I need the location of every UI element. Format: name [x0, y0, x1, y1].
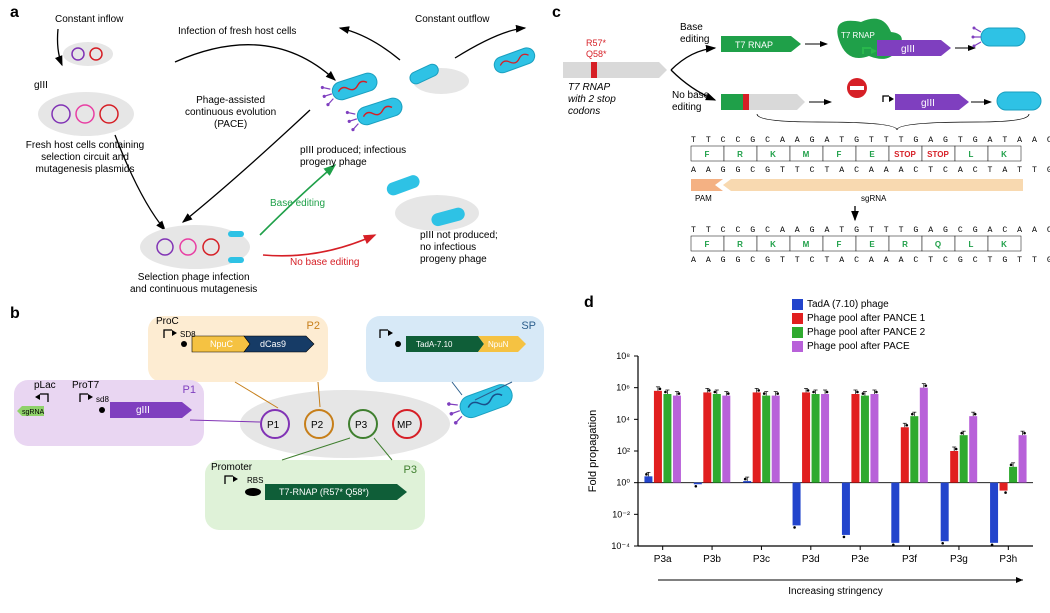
svg-text:K: K	[1001, 240, 1007, 249]
svg-text:Fold propagation: Fold propagation	[587, 410, 599, 493]
b-p2-proc: ProC	[156, 316, 179, 328]
svg-text:gIII: gIII	[136, 405, 150, 416]
b-p1-sd: sd8	[96, 395, 109, 405]
b-sp-svg: TadA-7.10 NpuN	[366, 316, 536, 372]
a-base-editing: Base editing	[270, 198, 325, 210]
c-stop-labels: R57* Q58*	[586, 38, 607, 60]
legend-row: Phage pool after PANCE 2	[792, 326, 925, 340]
a-no-base-editing: No base editing	[290, 257, 360, 269]
panel-label-b: b	[10, 305, 20, 323]
svg-text:P3b: P3b	[703, 554, 721, 565]
svg-text:P3a: P3a	[654, 554, 672, 565]
svg-text:F: F	[837, 240, 842, 249]
svg-text:10²: 10²	[617, 446, 630, 456]
svg-text:MP: MP	[397, 420, 412, 431]
svg-text:P3h: P3h	[999, 554, 1017, 565]
svg-text:Q: Q	[935, 240, 941, 249]
b-p1-plac: pLac	[34, 380, 56, 392]
svg-text:STOP: STOP	[894, 150, 916, 159]
svg-text:T7 RNAP: T7 RNAP	[735, 40, 773, 50]
svg-text:10⁶: 10⁶	[616, 383, 630, 393]
svg-text:M: M	[803, 240, 810, 249]
svg-text:NpuC: NpuC	[210, 339, 234, 349]
svg-text:P3e: P3e	[851, 554, 869, 565]
svg-text:10⁻²: 10⁻²	[612, 509, 630, 519]
svg-text:10⁻⁴: 10⁻⁴	[611, 541, 630, 551]
d-chart-svg: 10⁻⁴ 10⁻² 10⁰ 10² 10⁴ 10⁶ 10⁸ Fold propagation P…	[582, 340, 1050, 600]
b-p2-sd: SD8	[180, 330, 196, 340]
svg-text:STOP: STOP	[927, 150, 949, 159]
svg-text:Increasing stringency: Increasing stringency	[788, 586, 883, 597]
c-rnap-caption: T7 RNAP with 2 stop codons	[568, 82, 616, 118]
svg-text:P1: P1	[267, 420, 280, 431]
panel-c-svg: T7 RNAP T7 RNAP gIII gIII T T C	[555, 6, 1050, 296]
svg-text:10⁸: 10⁸	[616, 351, 630, 361]
svg-text:E: E	[869, 150, 875, 159]
svg-text:T7 RNAP: T7 RNAP	[841, 31, 875, 40]
svg-text:P3g: P3g	[950, 554, 968, 565]
a-selection-phage: Selection phage infection and continuous…	[130, 272, 257, 296]
svg-text:NpuN: NpuN	[488, 340, 509, 349]
svg-text:K: K	[770, 150, 776, 159]
a-piii-not: pIII not produced; no infectious progeny…	[420, 230, 498, 266]
svg-text:PAM: PAM	[695, 194, 712, 203]
svg-text:A A G G C G T T C T A C A A A: A A G G C G T T C T A C A A A C T C G C …	[691, 256, 1050, 265]
svg-text:R: R	[737, 240, 743, 249]
legend-row: Phage pool after PANCE 1	[792, 312, 925, 326]
b-card-p1: P1 sgRNA gIII pLac ProT7 sd8	[14, 380, 204, 446]
a-fresh-host: Fresh host cells containing selection ci…	[20, 140, 150, 176]
svg-text:F: F	[705, 150, 710, 159]
svg-text:P3c: P3c	[753, 554, 770, 565]
svg-text:dCas9: dCas9	[260, 339, 286, 349]
svg-text:E: E	[869, 240, 875, 249]
a-constant-inflow: Constant inflow	[55, 14, 123, 26]
b-card-sp: SP TadA-7.10 NpuN	[366, 316, 544, 382]
svg-text:10⁴: 10⁴	[616, 414, 630, 424]
svg-text:gIII: gIII	[921, 98, 935, 109]
svg-text:L: L	[969, 240, 974, 249]
svg-text:P3: P3	[355, 420, 368, 431]
panel-label-d: d	[584, 294, 594, 312]
svg-text:A A G G C G T T C T A C A A A: A A G G C G T T C T A C A A A C T C A C …	[691, 166, 1050, 175]
a-constant-outflow: Constant outflow	[415, 14, 490, 26]
svg-text:T T C C G C A A G A T G T T T: T T C C G C A A G A T G T T T G A G T G …	[691, 136, 1050, 145]
svg-text:K: K	[1001, 150, 1007, 159]
a-infection: Infection of fresh host cells	[178, 26, 296, 38]
svg-text:R: R	[737, 150, 743, 159]
b-p1-prot7: ProT7	[72, 380, 99, 392]
svg-text:10⁰: 10⁰	[616, 478, 630, 488]
b-card-p2: P2 NpuC dCas9 ProC SD8	[148, 316, 328, 382]
c-no-base-editing: No base editing	[672, 90, 709, 114]
svg-text:gIII: gIII	[901, 44, 915, 55]
svg-text:F: F	[837, 150, 842, 159]
svg-text:L: L	[969, 150, 974, 159]
svg-text:M: M	[803, 150, 810, 159]
svg-text:TadA-7.10: TadA-7.10	[416, 340, 453, 349]
svg-text:T T C C G C A A G A T G T T T: T T C C G C A A G A T G T T T G A G C G …	[691, 226, 1050, 235]
legend-row: TadA (7.10) phage	[792, 298, 925, 312]
b-center-svg: P1 P2 P3 MP	[225, 380, 525, 530]
a-gIII: gIII	[34, 80, 48, 92]
svg-text:P3d: P3d	[802, 554, 820, 565]
svg-text:sgRNA: sgRNA	[22, 409, 45, 416]
svg-text:sgRNA: sgRNA	[861, 194, 887, 203]
svg-text:P3f: P3f	[902, 554, 917, 565]
svg-text:R: R	[902, 240, 908, 249]
svg-text:P2: P2	[311, 420, 324, 431]
svg-text:K: K	[770, 240, 776, 249]
c-base-editing: Base editing	[680, 22, 709, 46]
a-pace: Phage-assisted continuous evolution (PAC…	[185, 95, 276, 131]
svg-text:F: F	[705, 240, 710, 249]
a-piii-produced: pIII produced; infectious progeny phage	[300, 145, 406, 169]
